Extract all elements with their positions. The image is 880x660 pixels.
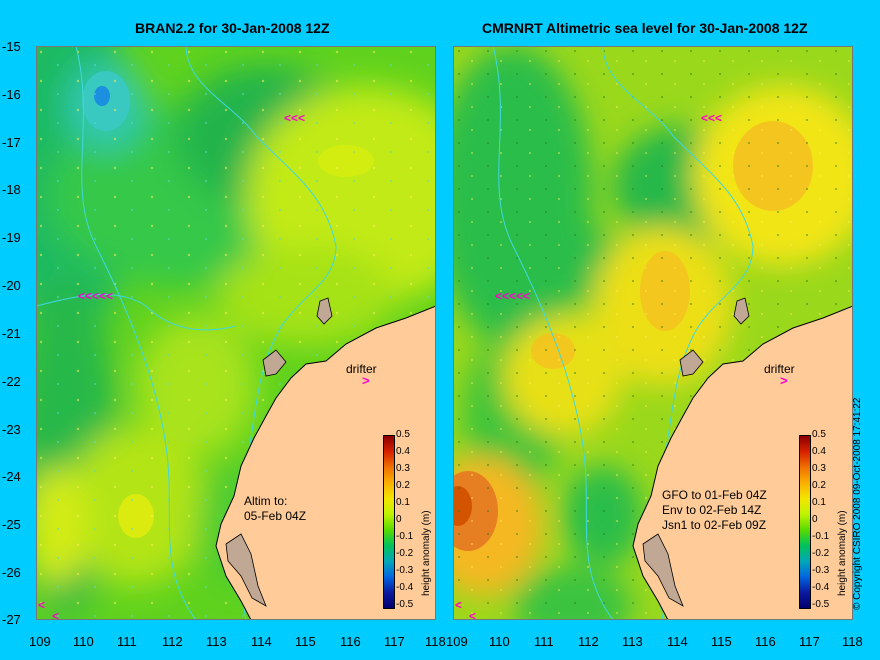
colorbar-tick: 0 [812, 514, 818, 525]
colorbar-tick: 0.5 [812, 429, 826, 440]
colorbar-tick: 0.4 [396, 446, 410, 457]
colorbar-tick: -0.4 [396, 582, 414, 593]
y-tick-label: -20 [2, 278, 21, 293]
y-tick-label: -27 [2, 612, 21, 627]
x-tick-label: 115 [711, 634, 732, 649]
track-arrow: < [38, 598, 45, 612]
drifter-arrow: > [780, 373, 788, 388]
x-tick-label: 109 [29, 634, 51, 649]
colorbar-tick: 0.2 [812, 480, 826, 491]
colorbar-tick: 0.1 [812, 497, 826, 508]
y-tick-label: -17 [2, 135, 21, 150]
colorbar-tick: 0.2 [396, 480, 410, 491]
colorbar-tick: -0.4 [812, 582, 830, 593]
colorbar-tick: 0.1 [396, 497, 410, 508]
right-altimetry-note: GFO to 01-Feb 04Z Env to 02-Feb 14Z Jsn1… [662, 488, 767, 533]
australia-landmass [215, 305, 436, 620]
coastal-islands [679, 349, 704, 377]
coastal-islands [642, 533, 684, 607]
colorbar-tick: -0.1 [396, 531, 414, 542]
x-tick-label: 111 [117, 634, 137, 649]
colorbar-tick: 0.3 [812, 463, 826, 474]
y-tick-label: -21 [2, 326, 21, 341]
y-tick-label: -15 [2, 39, 21, 54]
x-tick-label: 110 [73, 634, 94, 649]
bathymetry-contour [36, 294, 237, 331]
colorbar-tick: 0.4 [812, 446, 826, 457]
right-map-canvas: <<< <<<<< < < [453, 46, 853, 620]
right-colorbar [799, 435, 811, 609]
colorbar-tick: -0.3 [812, 565, 830, 576]
x-tick-label: 115 [295, 634, 316, 649]
colorbar-tick: -0.5 [396, 599, 414, 610]
track-arrow: < [52, 609, 59, 620]
bathymetry-contour [492, 46, 614, 620]
annotation-line: 05-Feb 04Z [244, 509, 307, 523]
x-tick-label: 113 [206, 634, 227, 649]
x-tick-label: 116 [755, 634, 776, 649]
left-colorbar [383, 435, 395, 609]
colorbar-tick: 0.5 [396, 429, 410, 440]
left-panel-title: BRAN2.2 for 30-Jan-2008 12Z [135, 20, 330, 36]
x-tick-label: 109 [446, 634, 468, 649]
colorbar-tick: -0.2 [812, 548, 830, 559]
x-tick-label: 114 [251, 634, 272, 649]
y-tick-label: -25 [2, 517, 21, 532]
x-tick-label: 111 [534, 634, 554, 649]
track-arrow: < [469, 609, 476, 620]
y-tick-label: -16 [2, 87, 21, 102]
y-tick-label: -23 [2, 422, 21, 437]
y-tick-label: -22 [2, 374, 21, 389]
right-panel-title: CMRNRT Altimetric sea level for 30-Jan-2… [482, 20, 808, 36]
track-arrow: <<< [701, 111, 722, 125]
x-tick-label: 118 [425, 634, 446, 649]
coastal-islands [316, 297, 333, 325]
x-tick-label: 117 [799, 634, 820, 649]
coastal-islands [225, 533, 267, 607]
track-arrow: <<< [284, 111, 305, 125]
annotation-line: Altim to: [244, 494, 288, 508]
australia-landmass [632, 305, 853, 620]
y-tick-label: -19 [2, 230, 21, 245]
track-arrow: <<<<< [495, 289, 530, 303]
right-map-panel: <<< <<<<< < < [453, 46, 853, 620]
coastal-islands [733, 297, 750, 325]
colorbar-tick: 0.3 [396, 463, 410, 474]
x-tick-label: 113 [622, 634, 643, 649]
track-arrow: <<<<< [78, 289, 113, 303]
annotation-line: GFO to 01-Feb 04Z [662, 488, 767, 502]
x-tick-label: 118 [842, 634, 863, 649]
coastal-islands [262, 349, 287, 377]
x-tick-label: 114 [667, 634, 688, 649]
bathymetry-contour [75, 46, 197, 620]
x-tick-label: 110 [489, 634, 510, 649]
x-tick-label: 117 [384, 634, 405, 649]
colorbar-tick: 0 [396, 514, 402, 525]
left-map-canvas: <<< <<<<< < < [36, 46, 436, 620]
y-tick-label: -18 [2, 182, 21, 197]
annotation-line: Jsn1 to 02-Feb 09Z [662, 518, 767, 532]
left-map-panel: <<< <<<<< < < [36, 46, 436, 620]
drifter-label: drifter [346, 362, 377, 376]
x-tick-label: 112 [578, 634, 599, 649]
colorbar-tick: -0.1 [812, 531, 830, 542]
colorbar-tick: -0.5 [812, 599, 830, 610]
drifter-arrow: > [362, 373, 370, 388]
x-tick-label: 116 [340, 634, 361, 649]
y-tick-label: -26 [2, 565, 21, 580]
right-colorbar-title: height anomaly (m) [837, 510, 848, 596]
copyright-note: © Copyright CSIRO 2008 09-Oct-2008 17:41… [852, 397, 863, 611]
left-altimetry-note: Altim to: 05-Feb 04Z [244, 494, 306, 524]
drifter-label: drifter [764, 362, 795, 376]
y-tick-label: -24 [2, 469, 21, 484]
x-tick-label: 112 [162, 634, 183, 649]
annotation-line: Env to 02-Feb 14Z [662, 503, 762, 517]
colorbar-tick: -0.2 [396, 548, 414, 559]
track-arrow: < [455, 598, 462, 612]
left-colorbar-title: height anomaly (m) [421, 510, 432, 596]
colorbar-tick: -0.3 [396, 565, 414, 576]
